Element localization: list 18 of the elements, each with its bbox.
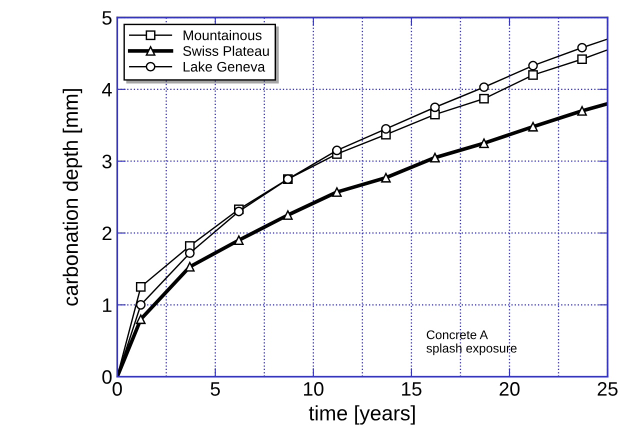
x-tick-label: 15 — [402, 382, 422, 396]
y-tick-label: 0 — [102, 370, 112, 384]
x-tick-label: 20 — [500, 382, 520, 396]
y-tick-label: 4 — [102, 83, 112, 96]
legend-label: Swiss Plateau — [183, 46, 269, 56]
legend-label: Lake Geneva — [184, 61, 266, 72]
x-tick-label: 0 — [112, 382, 122, 396]
y-tick-label: 2 — [102, 226, 112, 240]
x-axis-title: time [years] — [308, 405, 415, 425]
x-tick-label: 25 — [598, 382, 618, 396]
annotation: Concrete A splash exposure — [426, 330, 517, 356]
y-axis-title: carbonation depth [mm] — [62, 89, 82, 306]
legend-label: Mountainous — [184, 30, 262, 40]
y-tick-label: 1 — [103, 298, 112, 312]
y-tick-label: 3 — [102, 154, 112, 168]
y-tick-label: 5 — [102, 11, 112, 25]
x-tick-label: 5 — [210, 382, 220, 396]
x-tick-label: 10 — [304, 382, 324, 396]
